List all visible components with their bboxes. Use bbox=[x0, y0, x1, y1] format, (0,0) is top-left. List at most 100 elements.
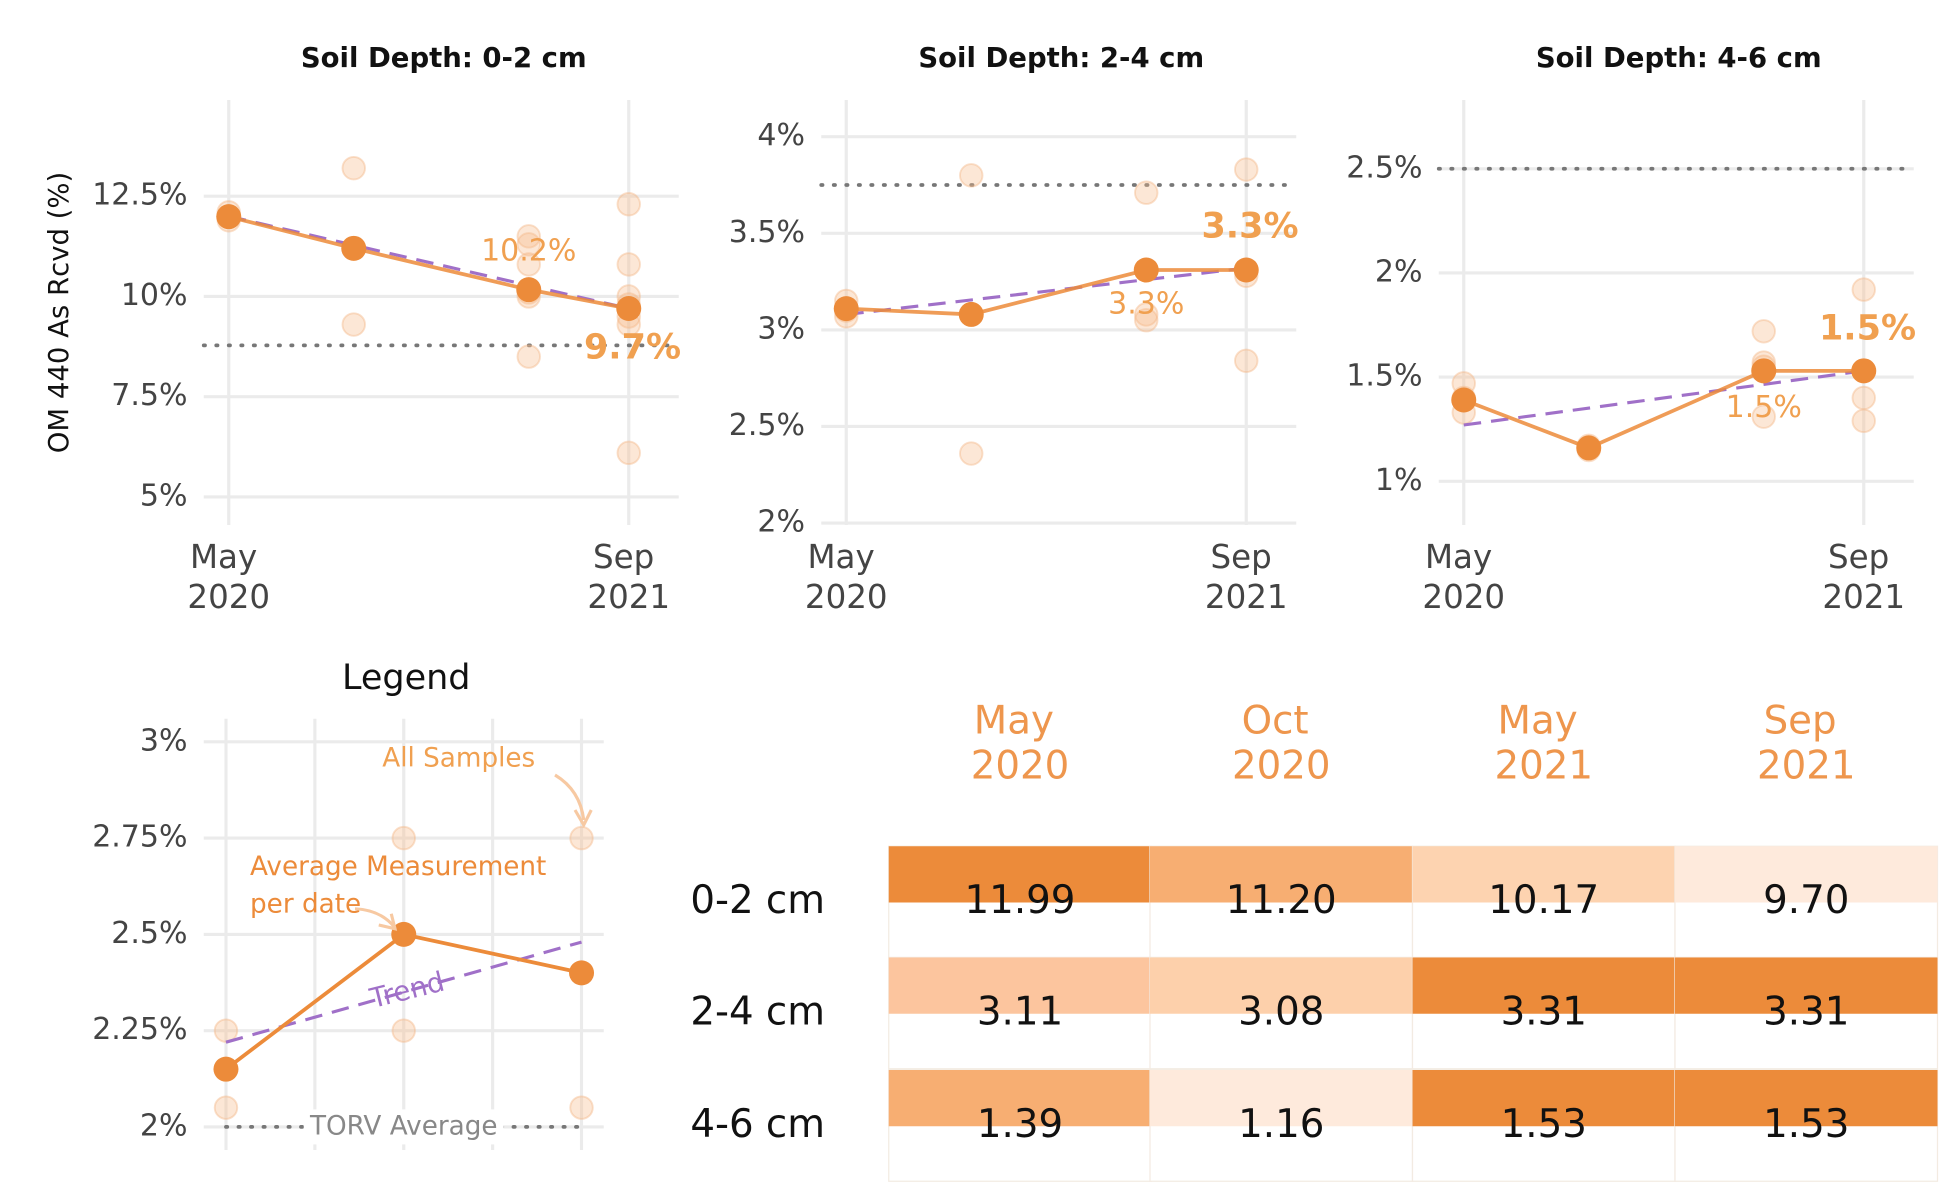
row-label: 4-6 cm bbox=[690, 1102, 825, 1147]
reference-label-bg bbox=[303, 1109, 504, 1145]
average-point bbox=[213, 1056, 239, 1082]
sample-point bbox=[569, 825, 594, 851]
y-tick-label: 2.5% bbox=[1346, 150, 1422, 185]
sample-point bbox=[1751, 404, 1776, 429]
x-tick-label: May 2020 bbox=[805, 538, 888, 616]
sample-point bbox=[616, 440, 641, 466]
value-label: 1.5% bbox=[1819, 309, 1916, 349]
x-tick-label: Sep 2021 bbox=[587, 538, 670, 616]
trend-line bbox=[1463, 369, 1864, 427]
x-tick-label: Sep 2021 bbox=[1205, 538, 1288, 616]
sample-point bbox=[1751, 319, 1776, 344]
y-tick-label: 12.5% bbox=[92, 178, 187, 213]
row-label: 0-2 cm bbox=[690, 878, 825, 923]
value-label: 10.2% bbox=[481, 234, 576, 269]
sample-point bbox=[959, 163, 984, 188]
sample-point bbox=[391, 1018, 416, 1043]
sample-point bbox=[341, 155, 366, 181]
heat-cell bbox=[888, 1070, 1152, 1127]
cell-value: 1.53 bbox=[1501, 1102, 1587, 1147]
sample-point bbox=[341, 312, 366, 337]
average-point bbox=[341, 235, 367, 261]
heat-cell bbox=[1675, 1070, 1938, 1127]
column-header: May 2021 bbox=[1494, 698, 1593, 788]
average-point bbox=[1133, 257, 1159, 283]
panel-title: Legend bbox=[342, 658, 471, 698]
sample-point bbox=[516, 252, 541, 277]
y-tick-label: 2% bbox=[757, 505, 805, 540]
panel-title: Soil Depth: 2-4 cm bbox=[918, 42, 1204, 74]
value-label: 9.7% bbox=[584, 327, 681, 367]
panel-title: Soil Depth: 4-6 cm bbox=[1536, 42, 1822, 74]
average-point bbox=[516, 277, 542, 303]
annotation-arrowhead bbox=[378, 913, 398, 931]
cell-value: 11.99 bbox=[965, 878, 1076, 923]
sample-point bbox=[516, 224, 541, 249]
average-point bbox=[569, 960, 595, 986]
cell-value: 1.39 bbox=[977, 1102, 1063, 1147]
panel-title: Soil Depth: 0-2 cm bbox=[301, 42, 587, 74]
reference-label: TORV Average bbox=[309, 1111, 498, 1141]
sample-point bbox=[1134, 302, 1159, 327]
annotation-arrowhead bbox=[573, 809, 593, 829]
average-line bbox=[1463, 368, 1864, 450]
y-tick-label: 3.5% bbox=[729, 215, 805, 250]
cell-value: 11.20 bbox=[1226, 878, 1337, 923]
y-tick-label: 2.25% bbox=[92, 1012, 187, 1047]
heat-cell bbox=[1150, 846, 1413, 903]
heat-cell bbox=[888, 846, 1152, 903]
column-header: Oct 2020 bbox=[1232, 698, 1331, 788]
average-point bbox=[391, 921, 417, 947]
heat-cell bbox=[1412, 1070, 1675, 1127]
sample-point bbox=[1134, 308, 1159, 333]
heat-cell bbox=[1675, 957, 1938, 1014]
average-line bbox=[846, 268, 1247, 317]
annotation-arrow bbox=[554, 773, 586, 821]
annotation: per date bbox=[250, 890, 361, 920]
sample-point bbox=[213, 1095, 239, 1120]
sample-point bbox=[391, 825, 416, 851]
average-point bbox=[958, 301, 984, 327]
heat-cell bbox=[1675, 846, 1938, 903]
cell-value: 10.17 bbox=[1488, 878, 1599, 923]
y-tick-label: 2% bbox=[140, 1108, 188, 1143]
average-point bbox=[1233, 257, 1259, 283]
cell-value: 1.16 bbox=[1238, 1102, 1324, 1147]
row-label: 2-4 cm bbox=[690, 989, 825, 1034]
y-tick-label: 3% bbox=[140, 723, 188, 758]
sample-point bbox=[1851, 408, 1876, 434]
sample-point bbox=[1234, 157, 1259, 182]
column-header: May 2020 bbox=[971, 698, 1070, 788]
y-tick-label: 2.5% bbox=[111, 916, 187, 951]
x-tick-label: May 2020 bbox=[187, 538, 270, 616]
cell-value: 3.31 bbox=[1763, 989, 1849, 1034]
cell-value: 9.70 bbox=[1763, 878, 1849, 923]
x-tick-label: Sep 2021 bbox=[1822, 538, 1905, 616]
annotation-arrow bbox=[354, 907, 395, 928]
sample-point bbox=[616, 252, 641, 277]
average-line bbox=[228, 214, 630, 311]
y-axis-label: OM 440 As Rcvd (%) bbox=[43, 172, 75, 454]
sample-point bbox=[516, 344, 541, 369]
sample-point bbox=[616, 192, 641, 217]
y-tick-label: 10% bbox=[121, 278, 188, 313]
heat-cell bbox=[888, 957, 1152, 1014]
sample-point bbox=[1134, 180, 1159, 205]
heat-cell bbox=[1412, 846, 1675, 903]
average-point bbox=[1751, 358, 1777, 384]
sample-point bbox=[516, 232, 541, 257]
annotation: Average Measurement bbox=[250, 852, 546, 882]
y-tick-label: 2.5% bbox=[729, 408, 805, 443]
sample-point bbox=[1234, 348, 1259, 373]
sample-point bbox=[1851, 277, 1876, 302]
x-tick-label: May 2020 bbox=[1422, 538, 1505, 616]
sample-point bbox=[569, 1095, 594, 1120]
average-point bbox=[1851, 358, 1877, 384]
value-label: 1.5% bbox=[1726, 390, 1802, 425]
y-tick-label: 2.75% bbox=[92, 820, 187, 855]
y-tick-label: 3% bbox=[757, 311, 805, 346]
average-point bbox=[616, 295, 642, 321]
average-point bbox=[1576, 435, 1602, 461]
